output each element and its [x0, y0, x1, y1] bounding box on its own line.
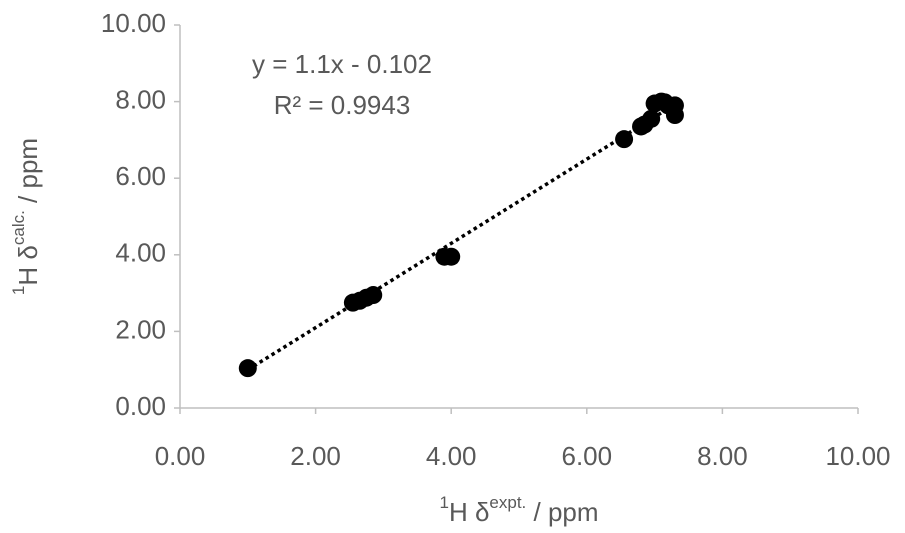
r-squared: R² = 0.9943	[274, 90, 411, 120]
x-axis-label-part: expt.	[489, 493, 526, 512]
x-axis-label: 1H δexpt. / ppm	[439, 493, 598, 526]
y-tick-label: 0.00	[115, 391, 166, 421]
point	[364, 286, 383, 305]
x-tick-label: 6.00	[561, 441, 612, 471]
trendline-equation: y = 1.1x - 0.102	[252, 49, 432, 79]
x-axis-label-part: / ppm	[526, 497, 598, 527]
y-axis-label-part: H δ	[13, 245, 43, 285]
point	[442, 247, 461, 266]
y-tick-label: 6.00	[115, 161, 166, 191]
x-tick-label: 4.00	[426, 441, 477, 471]
x-tick-label: 8.00	[697, 441, 748, 471]
x-axis-label-part: H δ	[449, 497, 489, 527]
y-axis-label: 1H δcalc. / ppm	[9, 138, 42, 295]
y-axis-label-part: / ppm	[13, 138, 43, 210]
y-tick-label: 8.00	[115, 84, 166, 114]
y-axis-label-part: calc.	[9, 210, 28, 245]
point	[238, 359, 257, 378]
x-tick-label: 2.00	[290, 441, 341, 471]
y-tick-label: 2.00	[115, 314, 166, 344]
y-tick-label: 10.00	[101, 8, 166, 38]
y-tick-label: 4.00	[115, 238, 166, 268]
point	[615, 130, 634, 149]
point	[665, 106, 684, 125]
point	[642, 109, 661, 128]
x-tick-label: 10.00	[825, 441, 890, 471]
y-axis-label-part: 1	[9, 286, 28, 295]
x-tick-label: 0.00	[155, 441, 206, 471]
trendline	[246, 102, 676, 372]
x-axis-label-part: 1	[439, 493, 448, 512]
